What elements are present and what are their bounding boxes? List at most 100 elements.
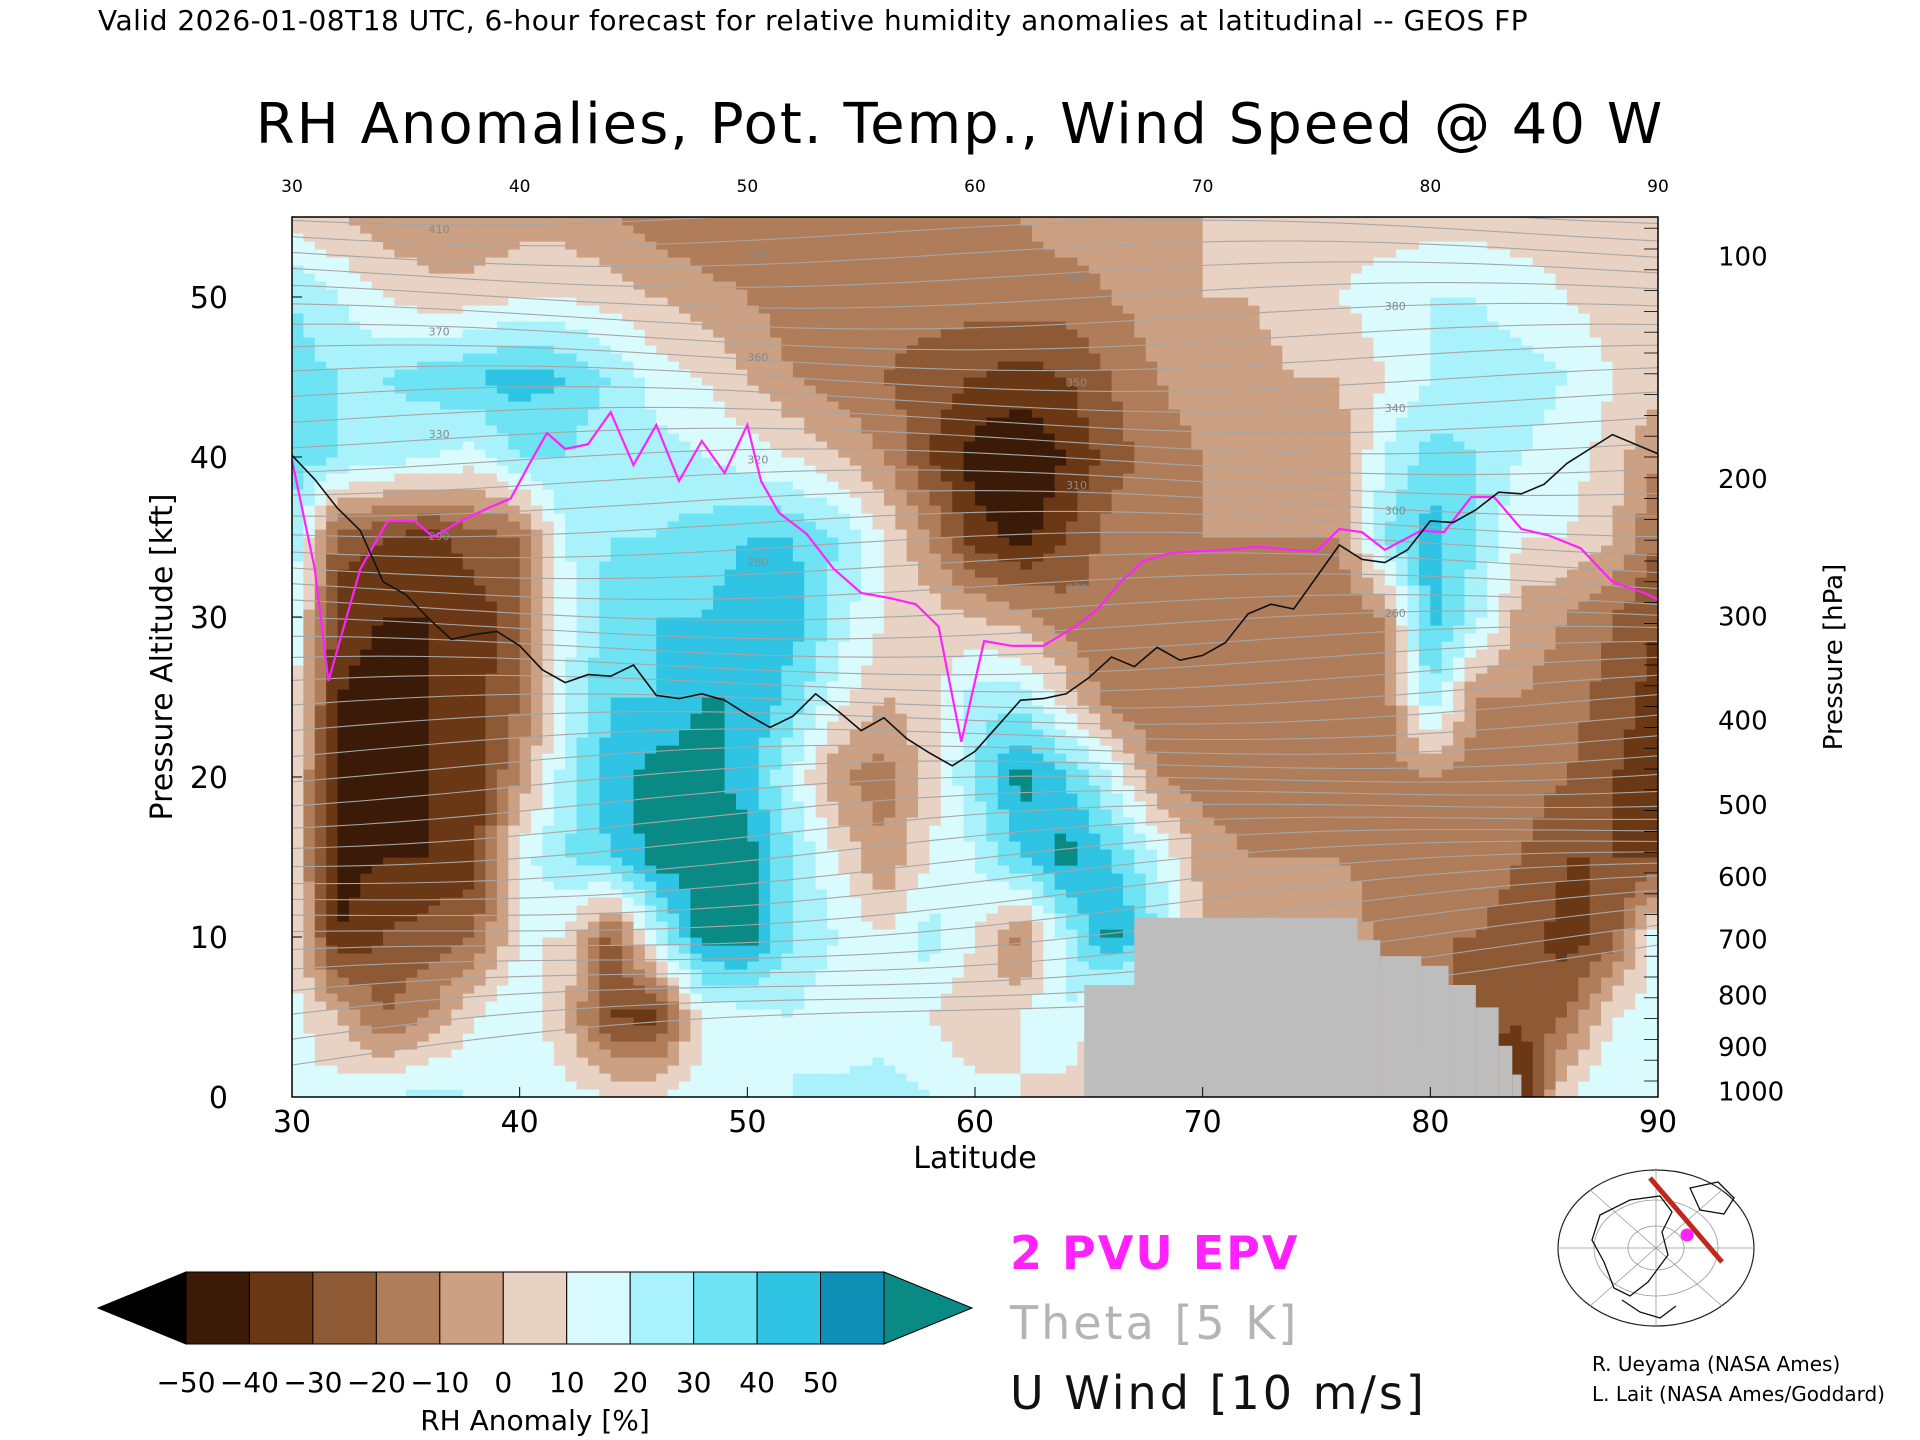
rh-cell — [1282, 825, 1295, 834]
rh-cell — [337, 873, 350, 882]
rh-cell — [439, 929, 452, 938]
rh-cell — [451, 785, 464, 794]
rh-cell — [792, 1081, 805, 1090]
rh-cell — [1601, 945, 1614, 954]
rh-cell — [781, 769, 794, 778]
rh-cell — [405, 873, 418, 882]
rh-cell — [1373, 793, 1386, 802]
rh-cell — [1214, 881, 1227, 890]
rh-cell — [975, 881, 987, 890]
rh-cell — [690, 841, 703, 850]
rh-cell — [1623, 841, 1636, 850]
rh-cell — [918, 1073, 931, 1082]
rh-cell — [1498, 1017, 1511, 1026]
rh-cell — [496, 945, 509, 954]
rh-cell — [622, 1057, 635, 1066]
rh-cell — [747, 761, 760, 770]
rh-cell — [610, 921, 623, 930]
rh-cell — [679, 777, 692, 786]
rh-cell — [1327, 905, 1340, 914]
rh-cell — [895, 1081, 908, 1090]
rh-cell — [1623, 1089, 1636, 1097]
rh-cell — [644, 881, 657, 890]
rh-cell — [1396, 817, 1409, 826]
rh-cell — [451, 865, 464, 874]
rh-cell — [587, 897, 600, 906]
rh-cell — [883, 777, 896, 786]
rh-cell — [906, 841, 919, 850]
rh-cell — [1475, 889, 1488, 898]
rh-cell — [906, 929, 919, 938]
rh-cell — [542, 849, 555, 858]
rh-cell — [656, 905, 669, 914]
rh-cell — [644, 865, 657, 874]
rh-cell — [1601, 793, 1614, 802]
rh-cell — [815, 961, 828, 970]
rh-cell — [1350, 769, 1363, 778]
rh-cell — [622, 777, 635, 786]
rh-cell — [952, 881, 965, 890]
rh-cell — [838, 1065, 851, 1074]
rh-cell — [861, 1049, 874, 1058]
rh-cell — [314, 945, 327, 954]
rh-cell — [1566, 1065, 1579, 1074]
rh-cell — [735, 1041, 748, 1050]
rh-cell — [724, 945, 737, 954]
rh-cell — [1077, 793, 1090, 802]
rh-cell — [827, 1073, 839, 1082]
rh-cell — [1532, 881, 1545, 890]
rh-cell — [1293, 809, 1306, 818]
rh-cell — [838, 905, 851, 914]
rh-cell — [1043, 1081, 1056, 1090]
rh-cell — [918, 865, 931, 874]
rh-cell — [1498, 1009, 1511, 1018]
rh-cell — [383, 761, 396, 770]
rh-cell — [1566, 801, 1579, 810]
rh-cell — [576, 769, 589, 778]
rh-cell — [622, 857, 635, 866]
rh-cell — [1054, 873, 1067, 882]
rh-cell — [474, 969, 487, 978]
rh-cell — [701, 889, 714, 898]
rh-cell — [1521, 1049, 1534, 1058]
rh-cell — [1623, 793, 1636, 802]
rh-cell — [1555, 881, 1568, 890]
rh-cell — [1043, 1041, 1056, 1050]
rh-cell — [940, 961, 953, 970]
rh-cell — [1122, 953, 1135, 962]
rh-cell — [326, 849, 339, 858]
rh-cell — [1566, 985, 1579, 994]
rh-cell — [508, 1089, 521, 1097]
rh-cell — [849, 1009, 862, 1018]
rh-cell — [303, 921, 316, 930]
rh-cell — [724, 889, 737, 898]
rh-cell — [462, 849, 475, 858]
rh-cell — [1282, 905, 1295, 914]
rh-cell — [1054, 905, 1067, 914]
rh-cell — [1168, 913, 1181, 922]
rh-cell — [1646, 889, 1658, 898]
rh-cell — [1225, 777, 1238, 786]
rh-cell — [929, 1025, 942, 1034]
rh-cell — [1623, 969, 1636, 978]
rh-cell — [713, 937, 726, 946]
rh-cell — [1521, 865, 1534, 874]
rh-cell — [918, 1065, 931, 1074]
rh-cell — [417, 889, 430, 898]
rh-cell — [1635, 1049, 1648, 1058]
rh-cell — [1510, 929, 1522, 938]
rh-cell — [770, 833, 783, 842]
rh-cell — [371, 969, 384, 978]
rh-cell — [1418, 841, 1431, 850]
rh-cell — [940, 1025, 953, 1034]
rh-cell — [1373, 785, 1386, 794]
rh-cell — [1043, 913, 1056, 922]
rh-cell — [872, 945, 885, 954]
rh-cell — [690, 889, 703, 898]
rh-cell — [360, 1041, 373, 1050]
rh-cell — [1601, 897, 1614, 906]
rh-cell — [1464, 937, 1477, 946]
rh-cell — [986, 1033, 999, 1042]
rh-cell — [997, 929, 1010, 938]
rh-cell — [1498, 793, 1511, 802]
